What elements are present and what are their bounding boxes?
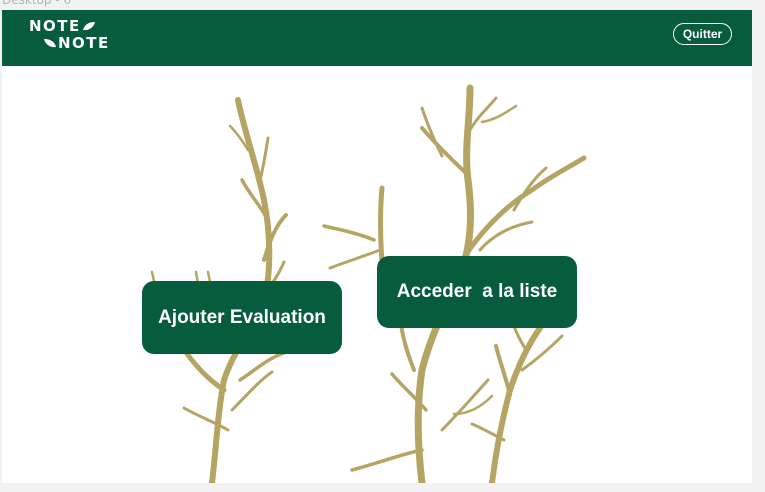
frame-label: Desktop - 6	[2, 0, 72, 7]
logo-line-1: NOTE	[29, 17, 81, 35]
header-bar: NOTE NOTE Quitter	[2, 10, 752, 66]
tree-illustration	[150, 84, 587, 483]
add-evaluation-button[interactable]: Ajouter Evaluation	[142, 281, 342, 354]
logo[interactable]: NOTE NOTE	[29, 18, 110, 52]
logo-line-2: NOTE	[58, 34, 110, 52]
leaf-icon	[44, 39, 56, 48]
access-list-button[interactable]: Acceder a la liste	[377, 256, 577, 328]
quit-button[interactable]: Quitter	[673, 23, 732, 45]
app-frame: NOTE NOTE Quitter	[2, 10, 752, 483]
leaf-icon	[82, 22, 95, 31]
